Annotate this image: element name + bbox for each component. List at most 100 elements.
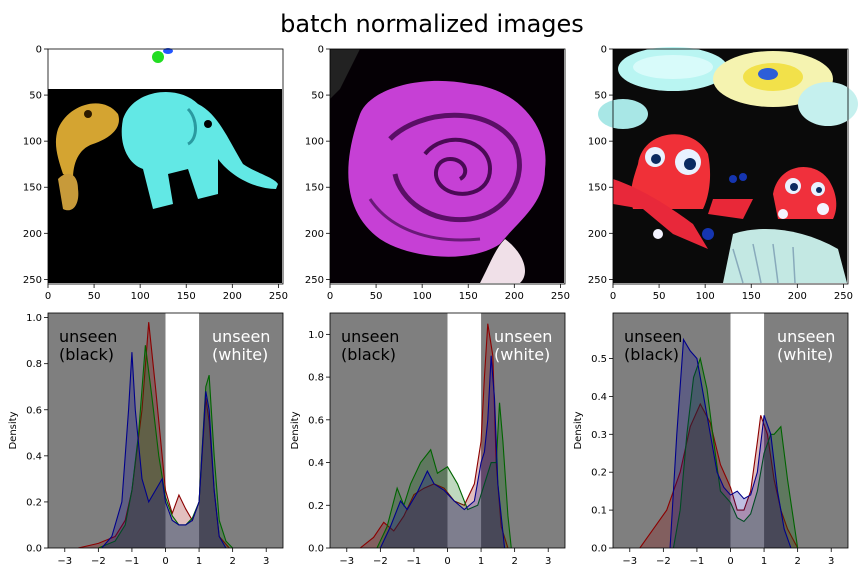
y-tick-label: 150 [23,183,42,194]
x-tick-label: −1 [407,556,422,567]
y-tick-label: 50 [311,91,324,102]
x-tick-label: 1 [196,556,202,567]
x-tick-label: 1 [761,556,767,567]
x-tick-label: −3 [339,556,354,567]
x-tick-label: 0 [727,556,733,567]
series-fill [78,322,230,548]
y-tick-label: 0.5 [591,354,607,365]
density-panel: unseen (black)unseen (white)−3 −2 −1 0 1 2 30.00… [8,312,284,567]
x-tick-label: 50 [653,291,666,302]
density-panel: unseen (black)unseen (white)−3 −2 −1 0 1 2 30.00… [290,312,566,567]
x-tick-label: 2 [229,556,235,567]
unseen-black-label: unseen (black) [624,327,682,364]
image-frame [612,48,849,285]
label-line: unseen [212,327,270,346]
y-tick-label: 100 [23,137,42,148]
y-tick-label: 0.4 [308,458,324,469]
density-panel: unseen (black)unseen (white)−3 −2 −1 0 1 2 30.00… [573,312,849,567]
x-tick-label: 100 [131,291,150,302]
series-line [78,322,230,548]
image [330,49,564,283]
x-tick-label: 3 [828,556,834,567]
x-tick-label: 0 [45,291,51,302]
y-tick-label: 200 [23,229,42,240]
x-tick-label: −2 [656,556,671,567]
y-tick-label: 0.0 [26,544,42,555]
label-line: unseen [494,327,552,346]
y-tick-label: 50 [29,91,42,102]
unseen-black-label: unseen (black) [59,327,117,364]
x-tick-label: 1 [478,556,484,567]
x-tick-label: 200 [505,291,524,302]
label-line: unseen [624,327,682,346]
x-tick-label: −1 [690,556,705,567]
label-line: unseen [341,327,399,346]
x-tick-label: 200 [788,291,807,302]
y-tick-label: 0.2 [26,497,42,508]
y-tick-label: 0 [601,45,607,56]
y-tick-label: 150 [305,183,324,194]
y-tick-label: 50 [594,91,607,102]
label-line: (black) [341,345,396,364]
series-group [78,322,234,548]
x-tick-label: 50 [370,291,383,302]
series-fill [670,339,791,548]
image-content [597,46,859,284]
x-tick-label: −2 [373,556,388,567]
series-line [639,402,799,548]
x-tick-label: 0 [610,291,616,302]
y-tick-label: 0.8 [308,373,324,384]
unseen-region [613,313,731,548]
y-tick-label: 0.4 [26,451,42,462]
series-fill [377,402,512,548]
series-fill [101,352,226,548]
x-tick-label: 150 [742,291,761,302]
y-tick-label: 1.0 [26,313,42,324]
x-tick-label: 150 [459,291,478,302]
x-tick-label: 0 [162,556,168,567]
y-tick-label: 250 [305,275,324,286]
y-axis-label: Density [8,411,19,449]
label-line: (white) [494,345,550,364]
series-fill [673,358,798,548]
image-frame [329,48,566,285]
image-content [46,46,284,285]
label-line: unseen [777,327,835,346]
label-line: (black) [624,345,679,364]
unseen-white-label: unseen (white) [212,327,270,364]
unseen-white-label: unseen (white) [777,327,835,364]
y-tick-label: 0.8 [26,359,42,370]
x-tick-label: −2 [91,556,106,567]
label-line: (white) [777,345,833,364]
image [597,46,859,284]
x-tick-label: 3 [545,556,551,567]
image-content [330,49,564,283]
x-tick-label: 3 [263,556,269,567]
x-tick-label: 100 [696,291,715,302]
image-frame [47,48,284,285]
x-tick-label: 150 [177,291,196,302]
x-tick-label: 50 [88,291,101,302]
x-tick-label: 2 [511,556,517,567]
series-group [639,337,799,548]
y-tick-label: 150 [588,183,607,194]
y-tick-label: 100 [588,137,607,148]
y-tick-label: 0.2 [308,501,324,512]
x-tick-label: 250 [551,291,570,302]
x-tick-label: 100 [413,291,432,302]
x-tick-label: 250 [269,291,288,302]
y-axis-label: Density [573,411,584,449]
x-tick-label: 2 [794,556,800,567]
y-tick-label: 250 [23,275,42,286]
series-line [672,356,799,548]
y-tick-label: 0.0 [591,544,607,555]
y-tick-label: 100 [305,137,324,148]
series-fill [98,345,233,548]
series-line [669,337,792,548]
y-tick-label: 200 [305,229,324,240]
y-tick-label: 0.6 [308,415,324,426]
series-line [379,355,506,548]
series-line [98,345,234,548]
